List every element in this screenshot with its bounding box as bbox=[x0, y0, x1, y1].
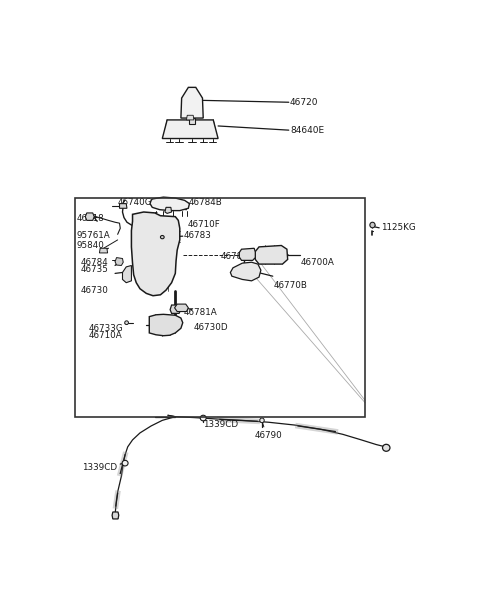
Text: 1339CD: 1339CD bbox=[203, 420, 239, 429]
Polygon shape bbox=[255, 245, 288, 264]
Text: 1339CD: 1339CD bbox=[83, 463, 118, 472]
Text: 1125KG: 1125KG bbox=[381, 223, 415, 233]
Text: 46770B: 46770B bbox=[274, 280, 308, 289]
Ellipse shape bbox=[383, 445, 390, 451]
Polygon shape bbox=[240, 248, 255, 260]
Text: 46740G: 46740G bbox=[118, 198, 152, 207]
Polygon shape bbox=[132, 212, 180, 296]
Text: 46710A: 46710A bbox=[89, 331, 123, 340]
Text: 46735: 46735 bbox=[81, 265, 108, 274]
Polygon shape bbox=[120, 204, 127, 208]
Polygon shape bbox=[99, 248, 108, 253]
Text: 84640E: 84640E bbox=[290, 126, 324, 135]
Polygon shape bbox=[85, 213, 94, 220]
Ellipse shape bbox=[200, 415, 206, 421]
Text: 46780C: 46780C bbox=[221, 252, 255, 261]
Text: 95840: 95840 bbox=[77, 242, 105, 251]
Text: 46730D: 46730D bbox=[193, 323, 228, 332]
Text: 46718: 46718 bbox=[77, 214, 105, 223]
Polygon shape bbox=[149, 314, 183, 336]
Ellipse shape bbox=[160, 236, 164, 239]
Polygon shape bbox=[189, 118, 195, 124]
Polygon shape bbox=[230, 262, 261, 281]
Text: 46784B: 46784B bbox=[189, 198, 223, 207]
Ellipse shape bbox=[370, 222, 375, 228]
Polygon shape bbox=[170, 305, 181, 313]
Polygon shape bbox=[112, 512, 119, 519]
Text: 46784: 46784 bbox=[81, 258, 108, 267]
Polygon shape bbox=[165, 207, 172, 213]
Text: 46733G: 46733G bbox=[89, 324, 124, 333]
Polygon shape bbox=[150, 197, 190, 211]
Polygon shape bbox=[122, 266, 132, 283]
Ellipse shape bbox=[260, 418, 264, 423]
Text: 46730: 46730 bbox=[81, 286, 108, 295]
Polygon shape bbox=[115, 257, 123, 266]
Text: 46783: 46783 bbox=[183, 231, 211, 240]
Bar bbox=[75, 198, 365, 417]
Polygon shape bbox=[175, 304, 188, 312]
Text: 46790: 46790 bbox=[254, 431, 282, 440]
Ellipse shape bbox=[125, 321, 129, 324]
Ellipse shape bbox=[122, 460, 128, 466]
Text: 46720: 46720 bbox=[290, 98, 318, 107]
Polygon shape bbox=[162, 120, 218, 138]
Polygon shape bbox=[186, 115, 194, 120]
Text: 95761A: 95761A bbox=[77, 231, 110, 240]
Text: 46781A: 46781A bbox=[183, 308, 217, 317]
Text: 46710F: 46710F bbox=[187, 220, 220, 229]
Polygon shape bbox=[181, 88, 203, 118]
Text: 46700A: 46700A bbox=[301, 258, 335, 267]
